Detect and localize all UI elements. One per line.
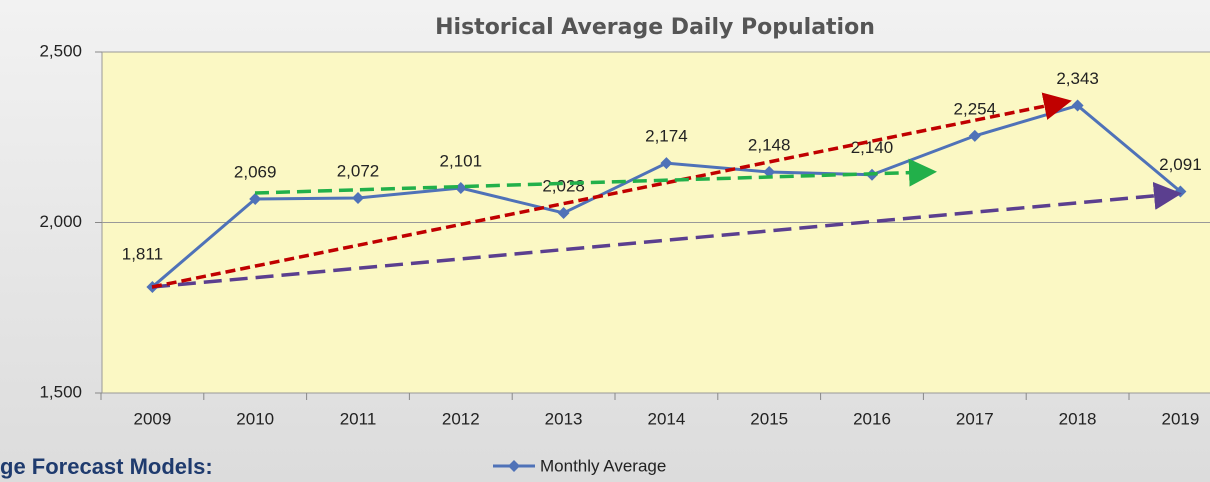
data-label: 2,254 bbox=[954, 99, 997, 118]
legend-marker bbox=[508, 460, 520, 472]
data-point bbox=[763, 166, 776, 179]
trend-arrow bbox=[254, 158, 937, 195]
footer-text: ge Forecast Models: bbox=[0, 454, 213, 479]
x-tick-label: 2018 bbox=[1059, 409, 1097, 428]
data-point bbox=[249, 192, 262, 205]
legend-label: Monthly Average bbox=[540, 456, 666, 475]
data-point bbox=[352, 191, 364, 204]
data-label: 1,811 bbox=[122, 244, 163, 263]
x-tick-label: 2015 bbox=[750, 409, 788, 428]
trend-arrow bbox=[151, 181, 1182, 289]
y-tick-label: 1,500 bbox=[39, 382, 82, 401]
x-tick-label: 2019 bbox=[1161, 409, 1199, 428]
data-point bbox=[1071, 99, 1084, 112]
data-label: 2,069 bbox=[234, 162, 277, 181]
trend-arrows bbox=[151, 92, 1182, 289]
data-point bbox=[557, 206, 570, 219]
x-tick-label: 2010 bbox=[236, 409, 274, 428]
x-tick-label: 2012 bbox=[442, 409, 480, 428]
plot-layer: 1,500 2,000 2,500 2009 2010 2011 2012 2013 2014 2… bbox=[39, 41, 1210, 475]
data-label: 2,174 bbox=[645, 127, 688, 146]
y-tick-label: 2,500 bbox=[39, 41, 82, 60]
trend-arrow bbox=[151, 92, 1072, 289]
data-label: 2,072 bbox=[337, 161, 380, 180]
data-label: 2,148 bbox=[748, 136, 791, 155]
data-label: 2,101 bbox=[440, 152, 483, 171]
x-tick-label: 2009 bbox=[133, 409, 171, 428]
x-tick-label: 2013 bbox=[545, 409, 583, 428]
x-tick-label: 2011 bbox=[340, 409, 377, 428]
chart-title: Historical Average Daily Population bbox=[435, 15, 875, 40]
data-label: 2,343 bbox=[1056, 69, 1099, 88]
data-label: 2,028 bbox=[542, 176, 585, 195]
y-tick-label: 2,000 bbox=[39, 212, 82, 231]
data-label: 2,140 bbox=[851, 138, 894, 157]
x-tick-label: 2014 bbox=[647, 409, 685, 428]
x-tick-label: 2016 bbox=[853, 409, 891, 428]
x-tick-label: 2017 bbox=[956, 409, 994, 428]
data-label: 2,091 bbox=[1159, 155, 1202, 174]
data-point bbox=[968, 129, 981, 142]
data-point bbox=[660, 157, 673, 170]
